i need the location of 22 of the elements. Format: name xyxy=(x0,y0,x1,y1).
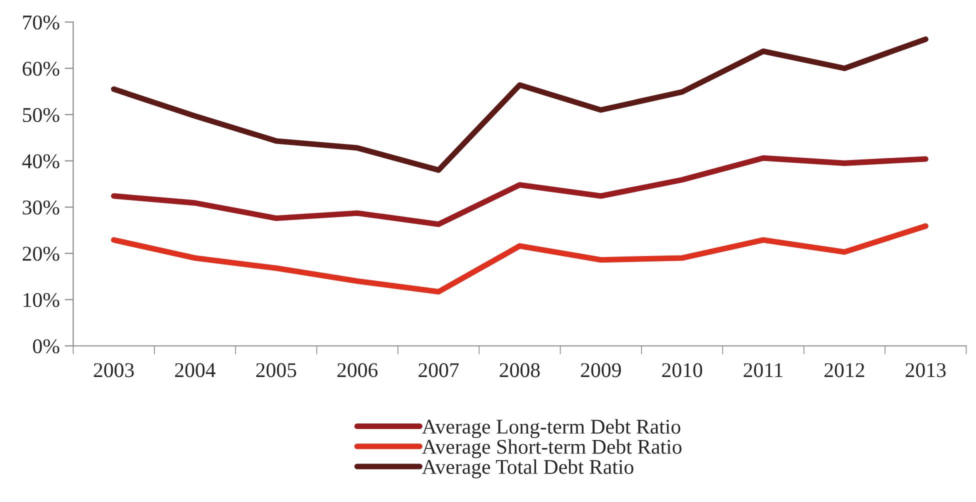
x-tick-label: 2013 xyxy=(906,363,946,378)
x-tick-label: 2009 xyxy=(580,363,621,378)
x-tick-label: 2010 xyxy=(662,363,702,378)
legend-label: Average Long-term Debt Ratio xyxy=(422,419,680,438)
legend-label: Average Total Debt Ratio xyxy=(422,459,634,478)
y-tick-label: 0% xyxy=(33,339,60,354)
x-tick-label: 2007 xyxy=(418,363,459,378)
x-tick-label: 2003 xyxy=(94,363,134,378)
x-tick-label: 2012 xyxy=(824,363,864,378)
y-tick-label: 50% xyxy=(23,108,60,122)
y-tick-label: 30% xyxy=(22,200,60,215)
x-tick-label: 2006 xyxy=(337,363,378,378)
y-tick-label: 70% xyxy=(23,15,60,30)
x-tick-label: 2008 xyxy=(500,363,540,378)
y-tick-label: 10% xyxy=(24,292,60,308)
y-tick-label: 40% xyxy=(22,154,60,168)
x-tick-label: 2005 xyxy=(256,363,296,378)
y-tick-label: 20% xyxy=(22,246,60,261)
x-tick-label: 2004 xyxy=(175,363,216,378)
legend-label: Average Short-term Debt Ratio xyxy=(422,439,682,458)
x-tick-label: 2011 xyxy=(744,363,782,378)
y-tick-label: 60% xyxy=(22,62,60,76)
